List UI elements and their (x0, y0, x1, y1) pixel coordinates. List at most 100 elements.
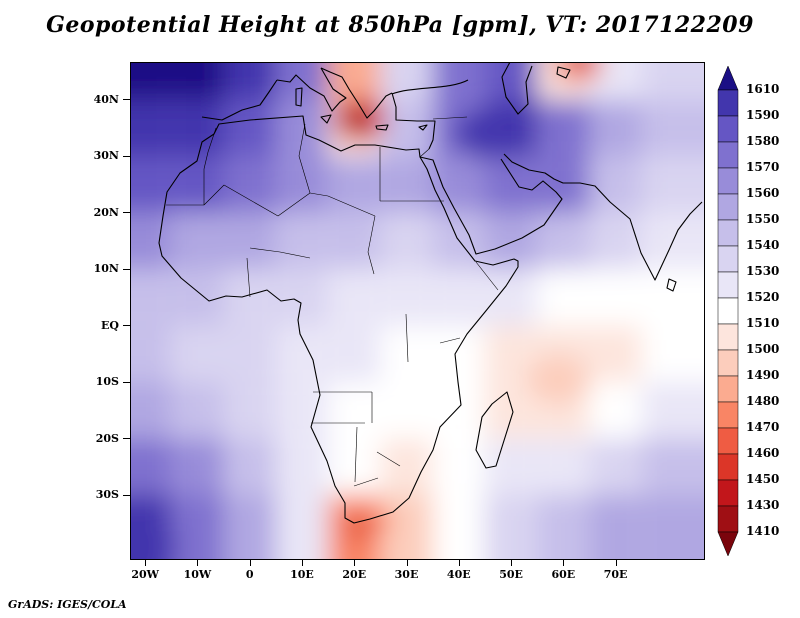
colorbar-segment (717, 427, 739, 455)
colorbar-tick-label: 1410 (746, 524, 780, 538)
lon-tick-label: 20E (342, 568, 367, 581)
grid-cell (328, 62, 381, 100)
border-path (277, 192, 311, 217)
grid-cell (484, 382, 538, 439)
colorbar-tick-label: 1480 (746, 394, 780, 408)
grid-cell (380, 495, 433, 560)
border-path (203, 184, 225, 206)
border-path (376, 451, 401, 467)
coastline-path (419, 156, 563, 255)
coastline-path (201, 79, 278, 121)
colorbar-tick-label: 1560 (746, 186, 780, 200)
border-path (475, 261, 499, 291)
lon-tick-mark (197, 560, 199, 566)
colorbar-tick-label: 1510 (746, 316, 780, 330)
coastline-path (501, 62, 533, 115)
grid-cell (328, 269, 381, 326)
lon-tick-mark (249, 560, 251, 566)
grid-cell (537, 212, 590, 270)
lon-tick-mark (615, 560, 617, 566)
colorbar-tick-label: 1460 (746, 446, 780, 460)
border-path (298, 155, 311, 194)
grid-cell (380, 438, 433, 496)
grid-cell (130, 156, 172, 213)
grid-cell (589, 382, 642, 439)
grid-cell (589, 99, 642, 157)
lat-tick-mark (123, 325, 130, 327)
grid-cell (130, 325, 172, 383)
lon-tick-mark (145, 560, 147, 566)
grid-cell (432, 156, 485, 213)
grid-cell (223, 438, 276, 496)
lat-tick-mark (123, 99, 130, 101)
grid-cell (537, 495, 590, 560)
colorbar-gradient (717, 66, 739, 556)
grid-cell (171, 495, 224, 560)
grid-cell (641, 99, 705, 157)
lon-tick-mark (406, 560, 408, 566)
colorbar-segment (717, 115, 739, 143)
lat-tick-label: EQ (101, 318, 119, 332)
lon-tick-label: 10W (183, 568, 212, 581)
grads-credit: GrADS: IGES/COLA (8, 598, 127, 611)
grid-cell (537, 438, 590, 496)
colorbar-segment (717, 401, 739, 429)
lat-tick-mark (123, 268, 130, 270)
lon-tick-label: 30E (394, 568, 419, 581)
colorbar-segment (717, 167, 739, 195)
colorbar-segment (717, 89, 739, 117)
grid-cell (223, 156, 276, 213)
grid-cell (223, 62, 276, 100)
lat-tick-label: 30N (93, 149, 119, 163)
coastline-path (295, 87, 303, 107)
grid-cell (130, 269, 172, 326)
lat-tick-mark (123, 438, 130, 440)
grid-cell (275, 212, 329, 270)
grid-cell (171, 325, 224, 383)
colorbar-tick-label: 1550 (746, 212, 780, 226)
coastline-path (666, 278, 677, 292)
grid-cell (537, 269, 590, 326)
colorbar-segment (717, 323, 739, 351)
grid-cell (589, 269, 642, 326)
lon-tick-mark (458, 560, 460, 566)
lat-tick-mark (123, 494, 130, 496)
feature-blob (130, 517, 177, 560)
colorbar-segment (717, 453, 739, 481)
colorbar-tick-label: 1430 (746, 498, 780, 512)
grid-cell (223, 495, 276, 560)
grid-cell (275, 382, 329, 439)
shaded-field (130, 62, 705, 560)
grid-cell (589, 325, 642, 383)
grid-cell (484, 62, 538, 100)
coastline-path (391, 79, 469, 95)
colorbar-tick-label: 1470 (746, 420, 780, 434)
grid-cell (432, 325, 485, 383)
feature-blob (568, 62, 590, 68)
lon-tick-mark (563, 560, 565, 566)
grid-cell (171, 438, 224, 496)
grid-cell (328, 325, 381, 383)
border-path (327, 195, 376, 217)
border-path (367, 251, 375, 275)
colorbar-segment (717, 505, 739, 533)
lon-tick-label: 10E (290, 568, 314, 581)
grid-cell (537, 156, 590, 213)
border-path (367, 215, 376, 253)
grid-cell (223, 382, 276, 439)
colorbar-tick-label: 1540 (746, 238, 780, 252)
grid-cell (275, 325, 329, 383)
grid-cell (380, 269, 433, 326)
lon-tick-label: 70E (603, 568, 628, 581)
lon-tick-label: 40E (446, 568, 471, 581)
grid-cell (641, 382, 705, 439)
feature-blob (453, 108, 527, 160)
grid-cell (171, 212, 224, 270)
grid-cell (432, 495, 485, 560)
lat-tick-mark (123, 155, 130, 157)
colorbar-segment (717, 349, 739, 377)
grid-cell (275, 495, 329, 560)
grid-cell (171, 156, 224, 213)
grid-cell (328, 382, 381, 439)
lat-tick-label: 40N (93, 92, 119, 106)
